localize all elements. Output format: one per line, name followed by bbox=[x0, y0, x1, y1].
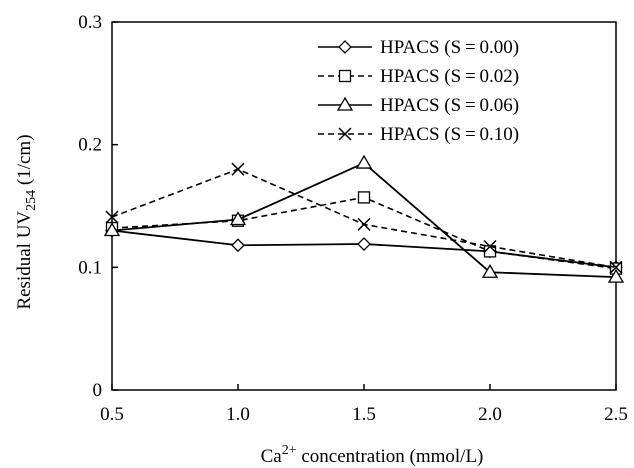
legend-item: HPACS (S = 0.06) bbox=[318, 95, 519, 116]
legend-marker bbox=[338, 40, 352, 54]
data-point bbox=[357, 191, 371, 204]
legend-marker bbox=[338, 127, 352, 141]
x-tick-label: 0.5 bbox=[100, 404, 124, 425]
y-tick-label: 0 bbox=[93, 380, 103, 401]
x-axis-title-rest: concentration (mmol/L) bbox=[297, 446, 484, 467]
x-tick-label: 1.0 bbox=[226, 404, 250, 425]
legend-marker bbox=[338, 69, 352, 83]
chart-axes: 0 0.1 0.2 0.3 0.5 1.0 1.5 2.0 2.5 bbox=[78, 12, 628, 425]
data-point bbox=[231, 162, 245, 176]
data-point bbox=[481, 263, 499, 278]
data-point bbox=[229, 211, 247, 226]
legend-item: HPACS (S = 0.10) bbox=[318, 124, 519, 145]
y-tick-label: 0.3 bbox=[78, 12, 102, 33]
legend-label: HPACS (S = 0.00) bbox=[380, 37, 519, 58]
x-tick-label: 1.5 bbox=[352, 404, 376, 425]
x-tick-label: 2.0 bbox=[478, 404, 502, 425]
x-tick-label: 2.5 bbox=[604, 404, 628, 425]
data-point bbox=[231, 238, 245, 253]
legend-label: HPACS (S = 0.06) bbox=[380, 95, 519, 116]
series-line bbox=[111, 162, 617, 279]
data-point bbox=[357, 217, 371, 231]
data-point bbox=[355, 154, 373, 169]
y-axis-title-base: Residual UV bbox=[14, 211, 35, 310]
legend-label: HPACS (S = 0.10) bbox=[380, 124, 519, 145]
legend-item: HPACS (S = 0.00) bbox=[318, 37, 519, 58]
series-triangle bbox=[103, 154, 625, 283]
y-axis-title-sub: 254 bbox=[24, 190, 39, 211]
chart-legend: HPACS (S = 0.00) HPACS (S = 0.02) HPACS (S… bbox=[318, 37, 519, 145]
x-axis-title-base: Ca bbox=[261, 446, 283, 467]
y-tick-label: 0.2 bbox=[78, 135, 102, 156]
data-point bbox=[105, 210, 119, 224]
chart-series-group bbox=[103, 154, 625, 283]
y-axis-title-rest: (1/cm) bbox=[14, 134, 35, 189]
data-point bbox=[607, 268, 625, 283]
data-point bbox=[483, 239, 497, 254]
legend-item: HPACS (S = 0.02) bbox=[318, 66, 519, 87]
y-tick-label: 0.1 bbox=[78, 257, 102, 278]
plot-frame bbox=[111, 21, 617, 391]
series-line bbox=[111, 168, 617, 269]
y-axis-title: Residual UV254 (1/cm) bbox=[14, 134, 39, 309]
data-point bbox=[357, 237, 371, 251]
x-axis-title-sup: 2+ bbox=[282, 443, 297, 458]
series-x bbox=[105, 162, 623, 274]
data-point bbox=[103, 222, 121, 237]
legend-label: HPACS (S = 0.02) bbox=[380, 66, 519, 87]
series-line bbox=[111, 196, 617, 270]
legend-marker bbox=[336, 96, 354, 111]
x-axis-title: Ca2+ concentration (mmol/L) bbox=[261, 443, 484, 467]
data-point bbox=[609, 260, 623, 274]
series-square bbox=[105, 191, 623, 275]
series-diamond bbox=[105, 223, 623, 275]
